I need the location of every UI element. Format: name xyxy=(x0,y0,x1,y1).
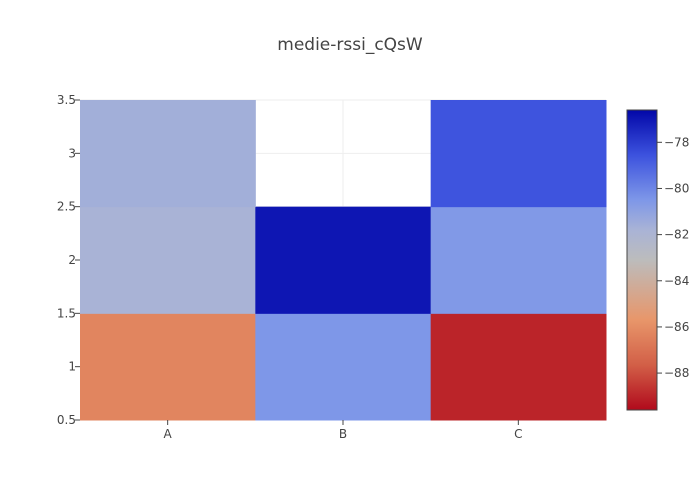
y-axis: 0.5 1 1.5 2 2.5 3 3.5 xyxy=(57,93,80,427)
x-tick-label: C xyxy=(514,427,522,441)
x-axis: A B C xyxy=(164,420,523,441)
heatmap-cell xyxy=(430,313,607,421)
heatmap-cells xyxy=(80,100,607,421)
heatmap-cell xyxy=(255,313,432,421)
y-tick-label: 1 xyxy=(68,360,76,374)
y-tick-label: 2 xyxy=(68,253,76,267)
colorbar-tick-label: −86 xyxy=(664,320,689,334)
heatmap-cell xyxy=(430,206,607,314)
heatmap-cell xyxy=(80,313,256,421)
y-tick-label: 3.5 xyxy=(57,93,76,107)
y-tick-label: 3 xyxy=(68,146,76,160)
x-tick-label: B xyxy=(339,427,347,441)
y-tick-label: 0.5 xyxy=(57,413,76,427)
y-tick-label: 1.5 xyxy=(57,306,76,320)
heatmap-cell xyxy=(80,100,256,208)
colorbar-tick-label: −82 xyxy=(664,228,689,242)
colorbar-tick-label: −88 xyxy=(664,366,689,380)
heatmap-cell xyxy=(255,206,432,314)
colorbar-tick-label: −80 xyxy=(664,181,689,195)
colorbar: −78 −80 −82 −84 −86 −88 xyxy=(626,109,689,411)
colorbar-tick-label: −78 xyxy=(664,135,689,149)
colorbar-gradient xyxy=(626,109,658,411)
colorbar-tick-label: −84 xyxy=(664,274,689,288)
heatmap-cell xyxy=(80,206,256,314)
y-tick-label: 2.5 xyxy=(57,200,76,214)
x-tick-label: A xyxy=(164,427,173,441)
heatmap-cell xyxy=(430,100,607,208)
chart-title: medie-rssi_cQsW xyxy=(277,35,423,55)
